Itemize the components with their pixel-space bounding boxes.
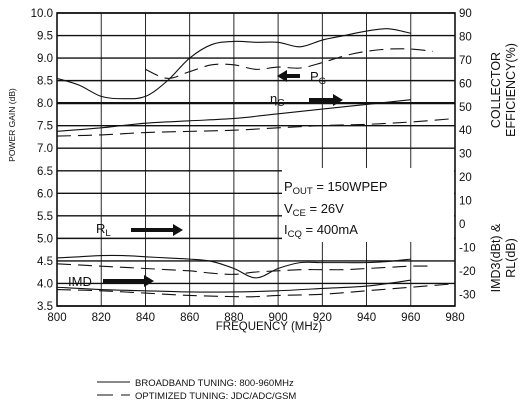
y-left-tick-label: 4.5: [37, 256, 53, 268]
series-line-8: [56, 283, 456, 298]
imd-label: IMD: [68, 274, 92, 289]
legend-optimized-label: OPTIMIZED TUNING: JDC/ADC/GSM: [135, 391, 296, 402]
y-left-tick-label: 5.5: [37, 211, 53, 223]
y-right-bottom-label-2: RL(dB): [504, 238, 518, 278]
y-right-tick-label: 60: [459, 78, 472, 90]
y-right-tick-label: 20: [459, 172, 472, 184]
conditions-box: [282, 168, 454, 242]
y-right-tick-label: -20: [459, 266, 476, 278]
y-left-tick-label: 8.0: [37, 98, 53, 110]
x-tick-label: 980: [445, 312, 464, 324]
rl-annotation: RL: [96, 221, 183, 239]
y-left-tick-label: 4.0: [37, 278, 53, 290]
pout-label: POUT = 150WPEP: [284, 179, 388, 197]
y-right-bottom-label-1: IMD3(dBt) &: [489, 223, 503, 292]
y-left-tick-label: 7.5: [37, 121, 53, 133]
pg-annotation: PG: [277, 69, 326, 87]
grid: [56, 12, 456, 307]
y-right-tick-label: 10: [459, 196, 472, 208]
y-right-tick-label: -10: [459, 242, 476, 254]
y-left-tick-label: 7.0: [37, 143, 53, 155]
y-left-tick-label: 6.0: [37, 188, 53, 200]
series-group: [56, 28, 456, 298]
y-right-top-label-2: EFFICIENCY(%): [504, 43, 518, 137]
eta-label: ηC: [270, 91, 284, 109]
x-tick-label: 800: [47, 312, 66, 324]
series-line-6: [56, 263, 433, 275]
x-tick-label: 840: [136, 312, 155, 324]
y-right-tick-label: 0: [459, 219, 465, 231]
y-left-tick-label: 6.5: [37, 166, 53, 178]
x-tick-label: 900: [269, 312, 288, 324]
series-line-7: [56, 279, 411, 293]
legend: BROADBAND TUNING: 800-960MHz OPTIMIZED T…: [97, 378, 296, 402]
x-tick-label: 960: [401, 312, 420, 324]
x-tick-label: 860: [180, 312, 199, 324]
vce-label: VCE = 26V: [284, 201, 344, 219]
legend-broadband-label: BROADBAND TUNING: 800-960MHz: [135, 378, 294, 389]
x-tick-label: 880: [224, 312, 243, 324]
y-right-tick-label: 70: [459, 55, 472, 67]
x-tick-label: 940: [357, 312, 376, 324]
y-right-tick-label: -30: [459, 289, 476, 301]
x-tick-label: 820: [92, 312, 111, 324]
imd-annotation: IMD: [68, 274, 154, 289]
series-line-2: [145, 48, 433, 79]
series-line-4: [56, 117, 456, 137]
pg-label: PG: [310, 69, 326, 87]
y-left-tick-label: 5.0: [37, 233, 53, 245]
plot-frame: [56, 12, 456, 307]
y-left-tick-label: 10.0: [31, 8, 53, 20]
y-left-tick-label: 3.5: [37, 301, 53, 313]
y-left-tick-label: 8.5: [37, 76, 53, 88]
imd-arrowhead: [144, 275, 154, 287]
y-right-top-label-1: COLLECTOR: [489, 52, 503, 128]
series-line-3: [56, 99, 411, 132]
y-left-tick-label: 9.5: [37, 31, 53, 43]
icq-label: ICQ = 400mA: [284, 222, 358, 240]
eta-annotation: ηC: [270, 91, 343, 109]
y-right-tick-label: 80: [459, 31, 472, 43]
y-left-axis-label: POWER GAIN (dB): [7, 88, 17, 162]
y-right-tick-label: 40: [459, 125, 472, 137]
y-right-tick-label: 30: [459, 149, 472, 161]
y-right-tick-label: 50: [459, 102, 472, 114]
rl-arrowhead: [173, 224, 183, 236]
x-axis-label: FREQUENCY (MHz): [216, 321, 323, 333]
axes: 800 820 840 860 880 900 920 940 960 98010.09.59.0…: [31, 8, 476, 324]
pg-arrowhead: [277, 70, 287, 82]
eta-arrowhead: [333, 94, 343, 106]
y-left-tick-label: 9.0: [37, 53, 53, 65]
rl-label: RL: [96, 221, 111, 239]
x-tick-label: 920: [313, 312, 332, 324]
series-line-5: [56, 254, 411, 279]
y-right-tick-label: 90: [459, 8, 472, 20]
series-line-1: [56, 28, 411, 100]
